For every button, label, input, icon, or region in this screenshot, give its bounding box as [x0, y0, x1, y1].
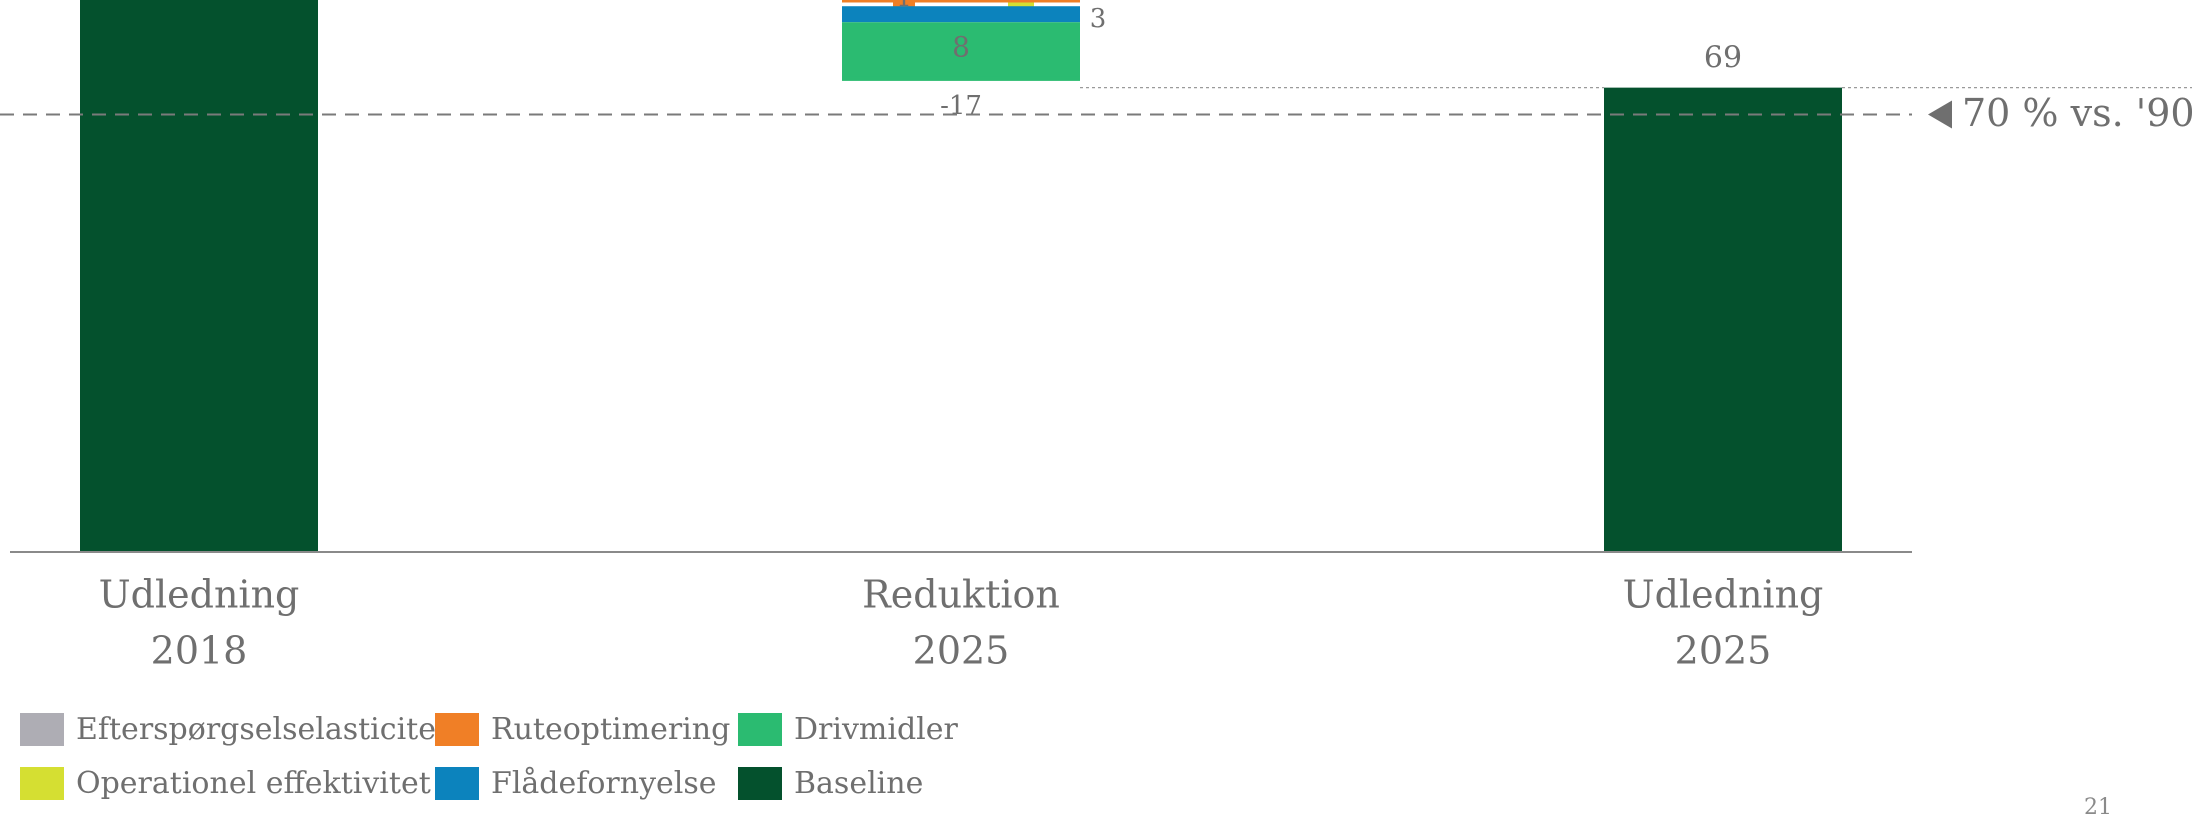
baseline-bar — [80, 0, 318, 553]
legend-item: Operationel effektivitet — [20, 766, 431, 801]
page-number: 21 — [2084, 795, 2112, 820]
baseline-bar — [1604, 87, 1842, 552]
chart-legend: Efterspørgselselasticitet Ruteoptimering… — [20, 712, 1020, 806]
legend-label: Drivmidler — [794, 712, 958, 747]
legend-item: Ruteoptimering — [435, 712, 730, 747]
legend-label: Operationel effektivitet — [76, 766, 431, 801]
reduction-segment — [842, 6, 1080, 23]
reduction-segment — [842, 22, 1080, 77]
category-label: Udledning — [1623, 573, 1824, 617]
category-label: 2025 — [1675, 629, 1772, 673]
reduction-tag — [1008, 0, 1034, 10]
legend-swatch — [435, 713, 479, 746]
legend-item: Flådefornyelse — [435, 766, 717, 801]
legend-item: Drivmidler — [738, 712, 958, 747]
reduction-segment — [842, 0, 1080, 3]
legend-swatch — [738, 767, 782, 800]
legend-label: Efterspørgselselasticitet — [76, 712, 449, 747]
reduction-tag-label: 1 — [896, 0, 911, 12]
category-label: Reduktion — [862, 573, 1060, 617]
legend-swatch — [738, 713, 782, 746]
reduction-segment-label: 3 — [1090, 4, 1107, 34]
reduction-segment-label: 8 — [952, 31, 970, 64]
legend-item: Baseline — [738, 766, 923, 801]
category-label: 2025 — [913, 629, 1010, 673]
target-marker-icon — [1928, 100, 1952, 129]
bar-value-label: 69 — [1704, 41, 1742, 76]
legend-label: Flådefornyelse — [491, 766, 717, 801]
category-label: Udledning — [99, 573, 300, 617]
reduction-total-label: -17 — [940, 91, 982, 121]
legend-swatch — [20, 767, 64, 800]
legend-label: Ruteoptimering — [491, 712, 731, 747]
legend-label: Baseline — [794, 766, 924, 801]
legend-swatch — [20, 713, 64, 746]
legend-swatch — [435, 767, 479, 800]
category-label: 2018 — [151, 629, 248, 673]
target-line-label: 70 % vs. '90 — [1962, 91, 2192, 135]
legend-item: Efterspørgselselasticitet — [20, 712, 448, 747]
